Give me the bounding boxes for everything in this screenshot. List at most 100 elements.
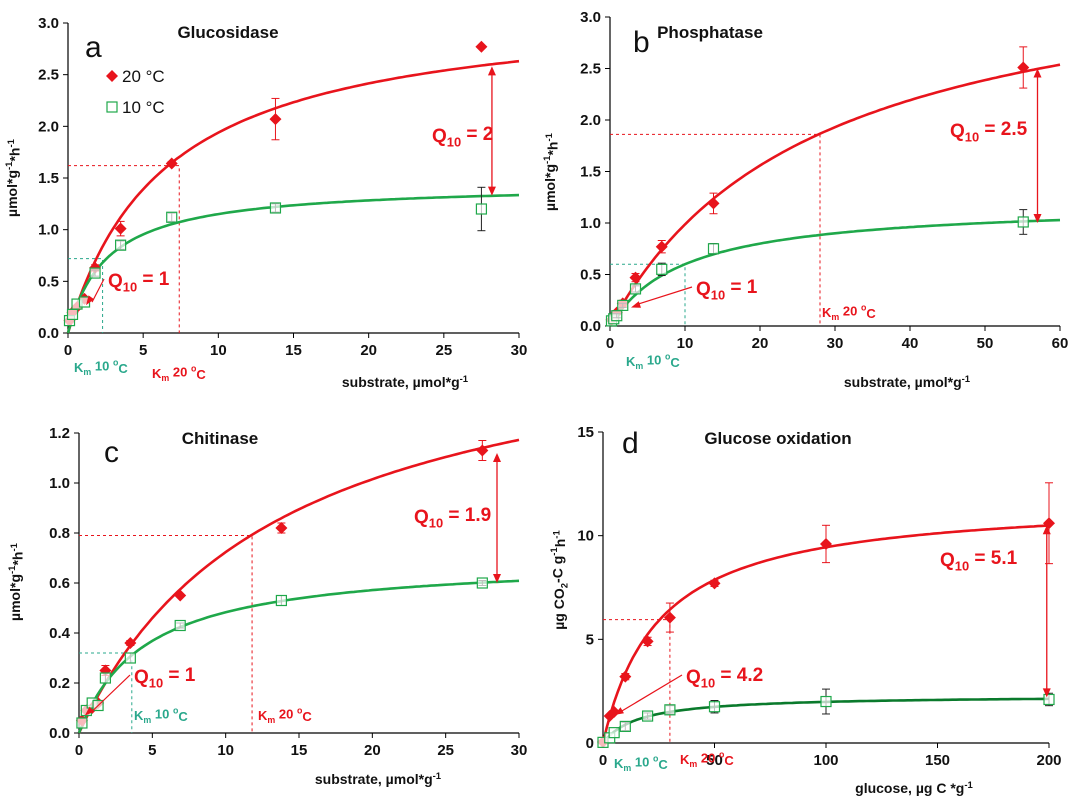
legend-marker-warm bbox=[106, 70, 118, 82]
x-tick-label: 25 bbox=[435, 342, 452, 359]
y-axis-label-part: -1 bbox=[6, 138, 17, 147]
q10-low-label-part: Q bbox=[696, 279, 711, 300]
data-point-cold bbox=[617, 299, 629, 311]
arrow-head-down-icon bbox=[493, 574, 501, 583]
panel-letter: b bbox=[633, 26, 650, 59]
km-warm-guide bbox=[68, 165, 180, 333]
panel-a: 0.0 0.5 1.0 1.5 2.0 2.5 3.0 0 5 10 15 20 25 30 a Glucos… bbox=[4, 15, 528, 390]
km-warm-label-part: m bbox=[267, 715, 275, 725]
q10-high-label: Q10 = 1.9 bbox=[414, 505, 491, 531]
km-cold-label-part: o bbox=[665, 352, 671, 362]
data-point-warm bbox=[165, 157, 178, 170]
x-tick-label: 0 bbox=[75, 742, 83, 759]
fit-curve-cold bbox=[608, 218, 1061, 327]
data-point-cold bbox=[708, 701, 721, 713]
km-warm-label-part: 20 bbox=[169, 365, 191, 380]
data-point-warm bbox=[174, 589, 187, 602]
q10-high-label: Q10 = 2 bbox=[432, 124, 493, 150]
arrow-head-icon bbox=[84, 706, 95, 716]
data-point-cold bbox=[664, 704, 676, 716]
x-tick-label: 100 bbox=[813, 752, 838, 769]
km-warm-label-part: m bbox=[689, 759, 697, 769]
arrow-head-icon bbox=[614, 707, 624, 716]
x-axis-label-part: substrate, µmol*g bbox=[844, 374, 962, 390]
y-tick-label: 0.5 bbox=[580, 267, 601, 284]
data-point-warm bbox=[114, 222, 127, 235]
y-axis-label-part: µmol*g bbox=[7, 574, 23, 621]
data-point-cold bbox=[66, 308, 79, 320]
data-point-cold bbox=[275, 594, 287, 607]
km-cold-label: Km 10 oC bbox=[626, 352, 680, 371]
km-warm-label: Km 20 oC bbox=[822, 303, 876, 322]
y-tick-label: 1.5 bbox=[580, 164, 601, 181]
fit-curve-warm bbox=[66, 59, 520, 334]
km-warm-label: Km 20 oC bbox=[152, 364, 206, 383]
x-tick-label: 50 bbox=[977, 335, 994, 352]
y-tick-label: 1.5 bbox=[38, 170, 59, 187]
q10-low-label-part: 10 bbox=[123, 280, 137, 295]
y-axis-label-part: -1 bbox=[544, 132, 555, 141]
y-tick-label: 0.4 bbox=[49, 625, 71, 642]
y-tick-label: 3.0 bbox=[580, 9, 601, 26]
q10-low-label-part: = 1 bbox=[725, 277, 758, 298]
y-tick-label: 15 bbox=[577, 424, 594, 441]
x-tick-label: 30 bbox=[511, 342, 528, 359]
km-warm-label-part: 20 bbox=[839, 304, 861, 319]
x-tick-label: 10 bbox=[677, 335, 694, 352]
y-tick-label: 1.0 bbox=[580, 215, 601, 232]
q10-high-label-part: 10 bbox=[447, 135, 461, 150]
y-axis-label-part: *h bbox=[6, 148, 22, 162]
q10-low-label-part: 10 bbox=[149, 676, 163, 691]
data-point-cold bbox=[611, 310, 623, 322]
data-point-cold bbox=[629, 283, 642, 295]
q10-low-arrow bbox=[636, 286, 693, 306]
km-cold-label-part: 10 bbox=[91, 359, 113, 374]
km-warm-label-part: 20 bbox=[275, 707, 297, 722]
km-warm-label-part: o bbox=[297, 706, 303, 716]
km-warm-label: Km 20 oC bbox=[258, 706, 312, 725]
km-warm-label-part: 20 bbox=[697, 751, 719, 766]
data-point-cold bbox=[269, 202, 282, 214]
km-cold-label-part: m bbox=[623, 763, 631, 773]
km-cold-label: Km 10 oC bbox=[74, 358, 128, 377]
x-tick-label: 0 bbox=[64, 342, 72, 359]
y-axis-label-part: h bbox=[552, 539, 568, 548]
y-axis-label: µg CO2-C g-1h-1 bbox=[549, 530, 570, 630]
y-tick-label: 0.8 bbox=[49, 525, 70, 542]
q10-low-arrow bbox=[619, 674, 683, 713]
data-point-cold bbox=[820, 695, 832, 708]
data-point-warm bbox=[663, 611, 676, 624]
q10-low-label: Q10 = 1 bbox=[134, 665, 196, 691]
legend: 20 °C 10 °C bbox=[106, 67, 165, 117]
data-point-warm bbox=[476, 444, 489, 457]
data-point-warm bbox=[1017, 61, 1030, 74]
data-point-cold bbox=[115, 239, 127, 251]
chart-title: Glucose oxidation bbox=[704, 429, 851, 448]
km-cold-label-part: C bbox=[670, 355, 680, 370]
q10-high-label-part: Q bbox=[950, 121, 965, 142]
km-cold-label-part: o bbox=[113, 358, 119, 368]
data-point-warm bbox=[275, 522, 288, 534]
y-tick-label: 0.0 bbox=[49, 725, 70, 742]
arrow-head-up-icon bbox=[1042, 525, 1051, 535]
q10-high-label: Q10 = 5.1 bbox=[940, 548, 1018, 574]
fit-curve-cold bbox=[66, 193, 520, 334]
km-warm-label-part: m bbox=[161, 373, 169, 383]
x-tick-label: 5 bbox=[148, 742, 156, 759]
km-cold-label-part: C bbox=[658, 757, 668, 772]
x-tick-label: 200 bbox=[1036, 752, 1061, 769]
y-tick-label: 2.5 bbox=[580, 61, 601, 78]
x-axis-label-part: substrate, µmol*g bbox=[342, 374, 460, 390]
data-point-cold bbox=[656, 263, 668, 275]
q10-low-arrow bbox=[91, 278, 105, 303]
x-tick-label: 0 bbox=[606, 335, 614, 352]
arrow-head-icon bbox=[631, 301, 641, 308]
panel-c: 0.0 0.2 0.4 0.6 0.8 1.0 1.2 0 5 10 15 20 25 30 c Chitin… bbox=[7, 425, 528, 787]
arrow-head-up-icon bbox=[493, 453, 501, 462]
x-tick-label: 10 bbox=[217, 742, 234, 759]
x-axis-label: substrate, µmol*g-1 bbox=[315, 771, 442, 787]
arrow-head-up-icon bbox=[1033, 68, 1042, 78]
y-tick-label: 0.6 bbox=[49, 575, 70, 592]
y-axis-label: µmol*g-1*h-1 bbox=[4, 138, 23, 217]
